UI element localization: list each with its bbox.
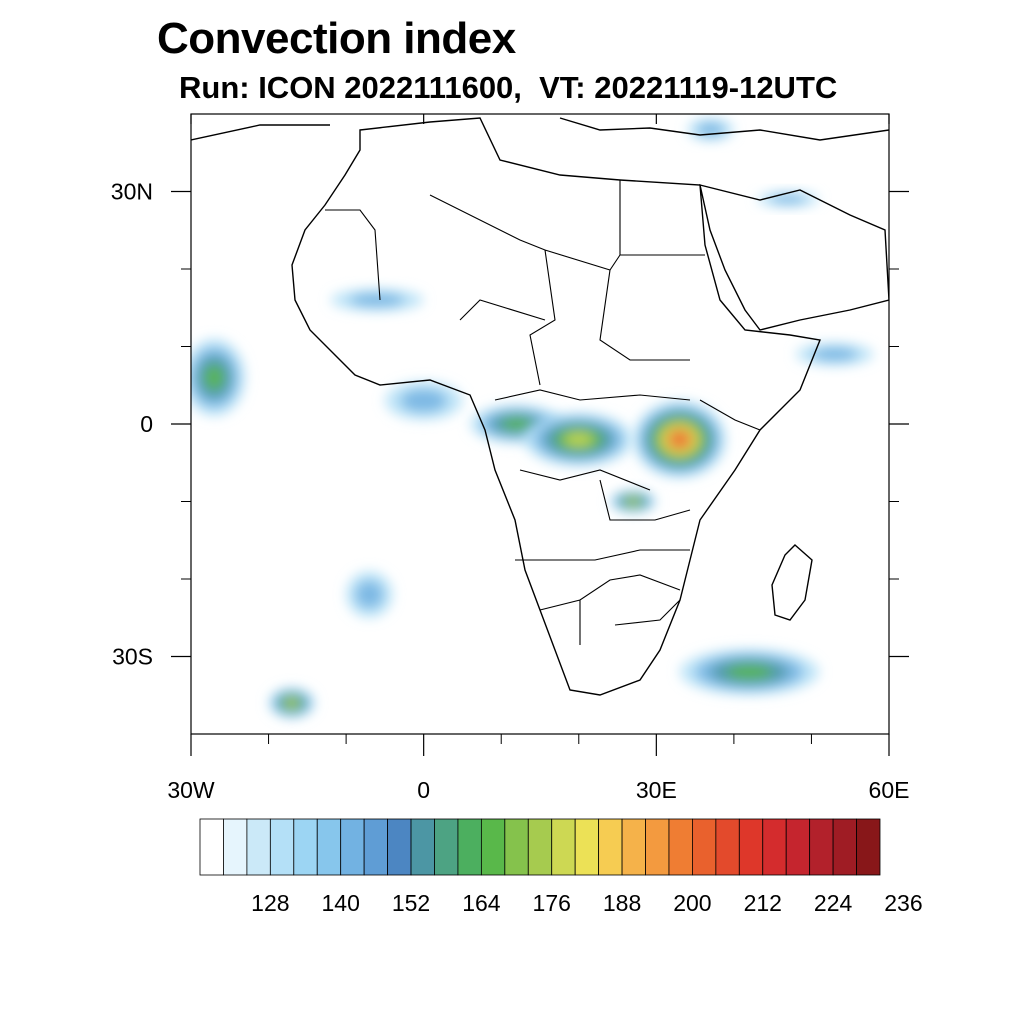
- lon-tick-label: 0: [417, 777, 430, 803]
- convection-zone: [346, 571, 393, 618]
- country-borders: [191, 117, 889, 696]
- convection-zone: [795, 342, 874, 366]
- colorbar-swatch: [692, 818, 717, 876]
- colorbar-swatch: [316, 818, 342, 876]
- chart-title: Convection index: [157, 14, 516, 63]
- lon-tick-label: 30W: [167, 777, 215, 803]
- colorbar-label: 188: [603, 890, 641, 916]
- convection-field: [191, 117, 874, 719]
- colorbar-swatch: [809, 818, 834, 876]
- convection-zone: [384, 381, 463, 421]
- colorbar-swatch: [738, 818, 764, 876]
- arabia-coastline: [699, 184, 889, 331]
- colorbar-label: 152: [392, 890, 430, 916]
- colorbar-swatch: [480, 818, 506, 876]
- colorbar-swatch: [527, 818, 553, 876]
- colorbar-swatch: [269, 818, 295, 876]
- convection-zone: [679, 648, 820, 696]
- africa-coastline: [291, 117, 821, 696]
- colorbar-swatch: [668, 818, 693, 876]
- convection-level-patch: [355, 580, 384, 609]
- colorbar-swatch: [410, 818, 435, 876]
- convection-zone: [268, 687, 316, 719]
- colorbar-swatch: [785, 818, 811, 876]
- colorbar-swatch: [293, 818, 318, 876]
- lat-tick-label: 30S: [112, 644, 153, 670]
- colorbar-swatch: [621, 818, 646, 876]
- convection-level-patch: [285, 698, 299, 708]
- convection-level-patch: [726, 664, 773, 680]
- convection-level-patch: [670, 431, 689, 448]
- colorbar-swatch: [387, 818, 412, 876]
- lat-tick-label: 30N: [111, 179, 153, 205]
- border-lines: [325, 180, 761, 645]
- colorbar-swatch: [434, 818, 459, 876]
- lon-tick-label: 60E: [869, 777, 910, 803]
- colorbar-swatch: [574, 818, 600, 876]
- colorbar-label: 176: [533, 890, 571, 916]
- convection-zone: [191, 338, 246, 417]
- convection-zone: [609, 489, 657, 514]
- convection-level-patch: [626, 498, 640, 505]
- colorbar-swatch: [363, 818, 388, 876]
- madagascar-coastline: [771, 544, 813, 621]
- colorbar-label: 236: [884, 890, 922, 916]
- colorbar-label: 200: [673, 890, 711, 916]
- colorbar-swatch: [504, 818, 529, 876]
- convection-zone: [524, 412, 634, 467]
- colorbar: 128 140 152 164 176 188 200 212 224 236: [199, 818, 923, 916]
- colorbar-swatch: [598, 818, 623, 876]
- europe-coastline: [191, 117, 889, 141]
- convection-zone: [757, 191, 820, 207]
- lon-tick-label: 30E: [636, 777, 677, 803]
- colorbar-swatch: [832, 818, 857, 876]
- convection-level-patch: [349, 293, 406, 307]
- convection-level-patch: [400, 389, 447, 413]
- convection-level-patch: [563, 432, 594, 447]
- colorbar-swatch: [715, 818, 740, 876]
- colorbar-swatch: [551, 818, 576, 876]
- convection-zone: [633, 400, 727, 479]
- convection-level-patch: [811, 347, 858, 362]
- colorbar-swatch: [223, 818, 248, 876]
- convection-level-patch: [501, 417, 533, 431]
- colorbar-label: 128: [251, 890, 289, 916]
- colorbar-swatch: [246, 818, 271, 876]
- convection-zone: [330, 288, 424, 312]
- colorbar-label: 224: [814, 890, 853, 916]
- colorbar-swatch: [762, 818, 787, 876]
- colorbar-label: 164: [462, 890, 501, 916]
- axis-ticks: 30W 0 30E 60E 30N 0 30S: [111, 114, 910, 803]
- colorbar-swatch: [856, 818, 881, 876]
- colorbar-swatch: [457, 818, 482, 876]
- convection-level-patch: [769, 194, 807, 204]
- colorbar-label: 140: [322, 890, 360, 916]
- colorbar-swatch: [645, 818, 670, 876]
- convection-zone: [687, 117, 734, 142]
- colorbar-swatch: [199, 818, 224, 876]
- lat-tick-label: 0: [140, 411, 153, 437]
- colorbar-swatch: [340, 818, 365, 876]
- chart-subtitle: Run: ICON 2022111600, VT: 20221119-12UTC: [179, 70, 838, 105]
- convection-level-patch: [203, 364, 225, 391]
- colorbar-label: 212: [744, 890, 782, 916]
